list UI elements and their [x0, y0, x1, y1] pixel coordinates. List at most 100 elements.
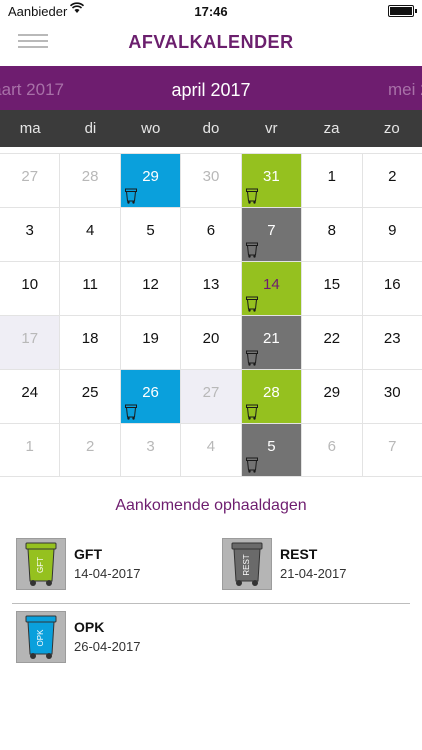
calendar-day[interactable]: 28	[240, 370, 302, 423]
pickup-type: OPK	[74, 619, 105, 635]
calendar-week-row: 3 4 5 6 7 8 9	[0, 207, 422, 261]
pickup-type: GFT	[74, 546, 102, 562]
pickup-item-rest[interactable]: REST REST 21-04-2017	[222, 538, 347, 590]
previous-month-button[interactable]: maart 2017	[0, 80, 64, 99]
rest-bin-label: REST	[242, 554, 251, 575]
day-number: 28	[263, 384, 280, 401]
calendar-day[interactable]: 10	[0, 262, 59, 315]
calendar-day[interactable]: 4	[180, 424, 240, 476]
day-number: 14	[263, 276, 280, 293]
day-number: 19	[142, 330, 159, 347]
day-number: 12	[142, 276, 159, 293]
carrier-label: Aanbieder	[8, 4, 68, 19]
calendar-day[interactable]: 25	[59, 370, 119, 423]
calendar-day[interactable]: 5	[240, 424, 302, 476]
calendar-day[interactable]: 7	[240, 208, 302, 261]
bin-icon	[245, 188, 258, 204]
bin-icon	[245, 242, 258, 258]
calendar-day[interactable]: 8	[301, 208, 361, 261]
day-number: 13	[202, 276, 220, 293]
calendar-day[interactable]: 14	[240, 262, 302, 315]
calendar-day[interactable]: 29	[119, 154, 181, 207]
calendar-day[interactable]: 3	[119, 424, 180, 476]
calendar-day[interactable]: 12	[119, 262, 180, 315]
day-number: 17	[21, 330, 39, 347]
bin-icon	[245, 350, 258, 366]
weekday-label: ma	[19, 120, 41, 137]
calendar-day[interactable]: 6	[301, 424, 361, 476]
calendar-day[interactable]: 16	[361, 262, 422, 315]
wifi-icon	[69, 2, 85, 17]
day-number: 23	[383, 330, 401, 347]
hamburger-menu-icon[interactable]	[18, 34, 50, 54]
calendar-day[interactable]: 22	[301, 316, 361, 369]
day-number: 6	[327, 438, 336, 455]
calendar-day[interactable]: 13	[180, 262, 240, 315]
calendar-day[interactable]: 30	[180, 154, 240, 207]
pickup-item-gft[interactable]: GFT GFT 14-04-2017	[16, 538, 141, 590]
day-number: 3	[25, 222, 34, 239]
calendar-day[interactable]: 23	[361, 316, 422, 369]
calendar-day[interactable]: 1	[0, 424, 59, 476]
calendar-day[interactable]: 26	[119, 370, 181, 423]
calendar-day[interactable]: 21	[240, 316, 302, 369]
day-number: 30	[383, 384, 401, 401]
calendar-day[interactable]: 30	[361, 370, 422, 423]
calendar-day[interactable]: 17	[0, 316, 60, 369]
calendar-day[interactable]: 2	[361, 154, 422, 207]
calendar-day[interactable]: 2	[59, 424, 119, 476]
day-number: 1	[25, 438, 34, 455]
status-bar: Aanbieder 17:46	[0, 0, 422, 22]
navigation-bar: AFVALKALENDER	[0, 22, 422, 66]
weekday-header: ma di wo do vr za zo	[0, 110, 422, 147]
bin-icon	[124, 188, 137, 204]
bin-icon	[124, 404, 137, 420]
calendar-day[interactable]: 11	[59, 262, 119, 315]
calendar-day[interactable]: 29	[301, 370, 361, 423]
bin-icon	[245, 457, 258, 473]
day-number: 31	[263, 168, 280, 185]
pickup-type: REST	[280, 546, 318, 562]
calendar-week-row: 10 11 12 13 14 15 16	[0, 261, 422, 315]
calendar-day[interactable]: 19	[119, 316, 180, 369]
calendar-day[interactable]: 6	[180, 208, 240, 261]
battery-icon	[388, 5, 417, 17]
divider	[12, 603, 410, 604]
pickup-date: 21-04-2017	[280, 566, 347, 581]
day-number: 18	[81, 330, 99, 347]
calendar-day[interactable]: 1	[301, 154, 361, 207]
gft-bin-label: GFT	[36, 557, 45, 573]
calendar-day[interactable]: 3	[0, 208, 59, 261]
calendar-day[interactable]: 15	[301, 262, 361, 315]
calendar-day[interactable]: 18	[59, 316, 119, 369]
calendar-day[interactable]: 5	[119, 208, 180, 261]
calendar-day[interactable]: 7	[361, 424, 422, 476]
weekday-label: zo	[383, 120, 400, 137]
day-number: 22	[323, 330, 341, 347]
day-number: 7	[267, 222, 276, 239]
day-number: 2	[388, 168, 397, 185]
day-number: 30	[202, 168, 220, 185]
pickup-item-opk[interactable]: OPK OPK 26-04-2017	[16, 611, 141, 663]
day-number: 29	[323, 384, 341, 401]
month-navigator[interactable]: maart 2017 april 2017 mei 2017	[0, 66, 422, 110]
bin-icon	[245, 404, 258, 420]
calendar-day[interactable]: 20	[180, 316, 240, 369]
day-number: 2	[85, 438, 95, 455]
calendar-day[interactable]: 27	[0, 154, 59, 207]
day-number: 1	[327, 168, 336, 185]
calendar-day[interactable]: 28	[59, 154, 119, 207]
calendar-week-row: 27 28 29 30 31 1 2	[0, 153, 422, 207]
next-month-button[interactable]: mei 2017	[388, 80, 422, 99]
calendar-day[interactable]: 9	[361, 208, 422, 261]
calendar-day[interactable]: 4	[59, 208, 119, 261]
calendar-day[interactable]: 31	[240, 154, 302, 207]
opk-bin-label: OPK	[36, 629, 45, 647]
day-number: 24	[21, 384, 39, 401]
calendar-day[interactable]: 24	[0, 370, 59, 423]
bin-icon	[245, 296, 258, 312]
day-number: 15	[323, 276, 341, 293]
calendar-day[interactable]: 27	[180, 370, 241, 423]
day-number: 27	[21, 168, 39, 185]
day-number: 16	[383, 276, 401, 293]
